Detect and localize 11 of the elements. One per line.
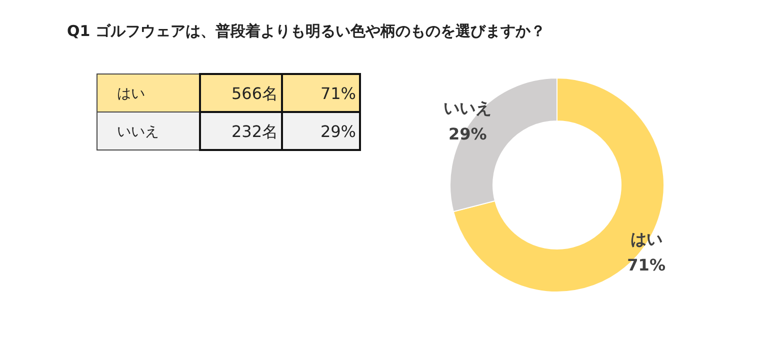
text: 29% [320,122,356,141]
text: はい [117,86,145,102]
text: Q1 ゴルフウェアは、普段着よりも明るい色や柄のものを選びますか？ [67,22,546,40]
text: 566名 [231,84,278,103]
slice-label: はい [630,230,662,249]
slice-label: いいえ [444,98,492,118]
text: 232名 [231,122,278,141]
text: いいえ [117,124,159,140]
text: 71% [320,84,356,103]
data-label: 71% [627,256,666,275]
data-label: 29% [448,124,487,144]
